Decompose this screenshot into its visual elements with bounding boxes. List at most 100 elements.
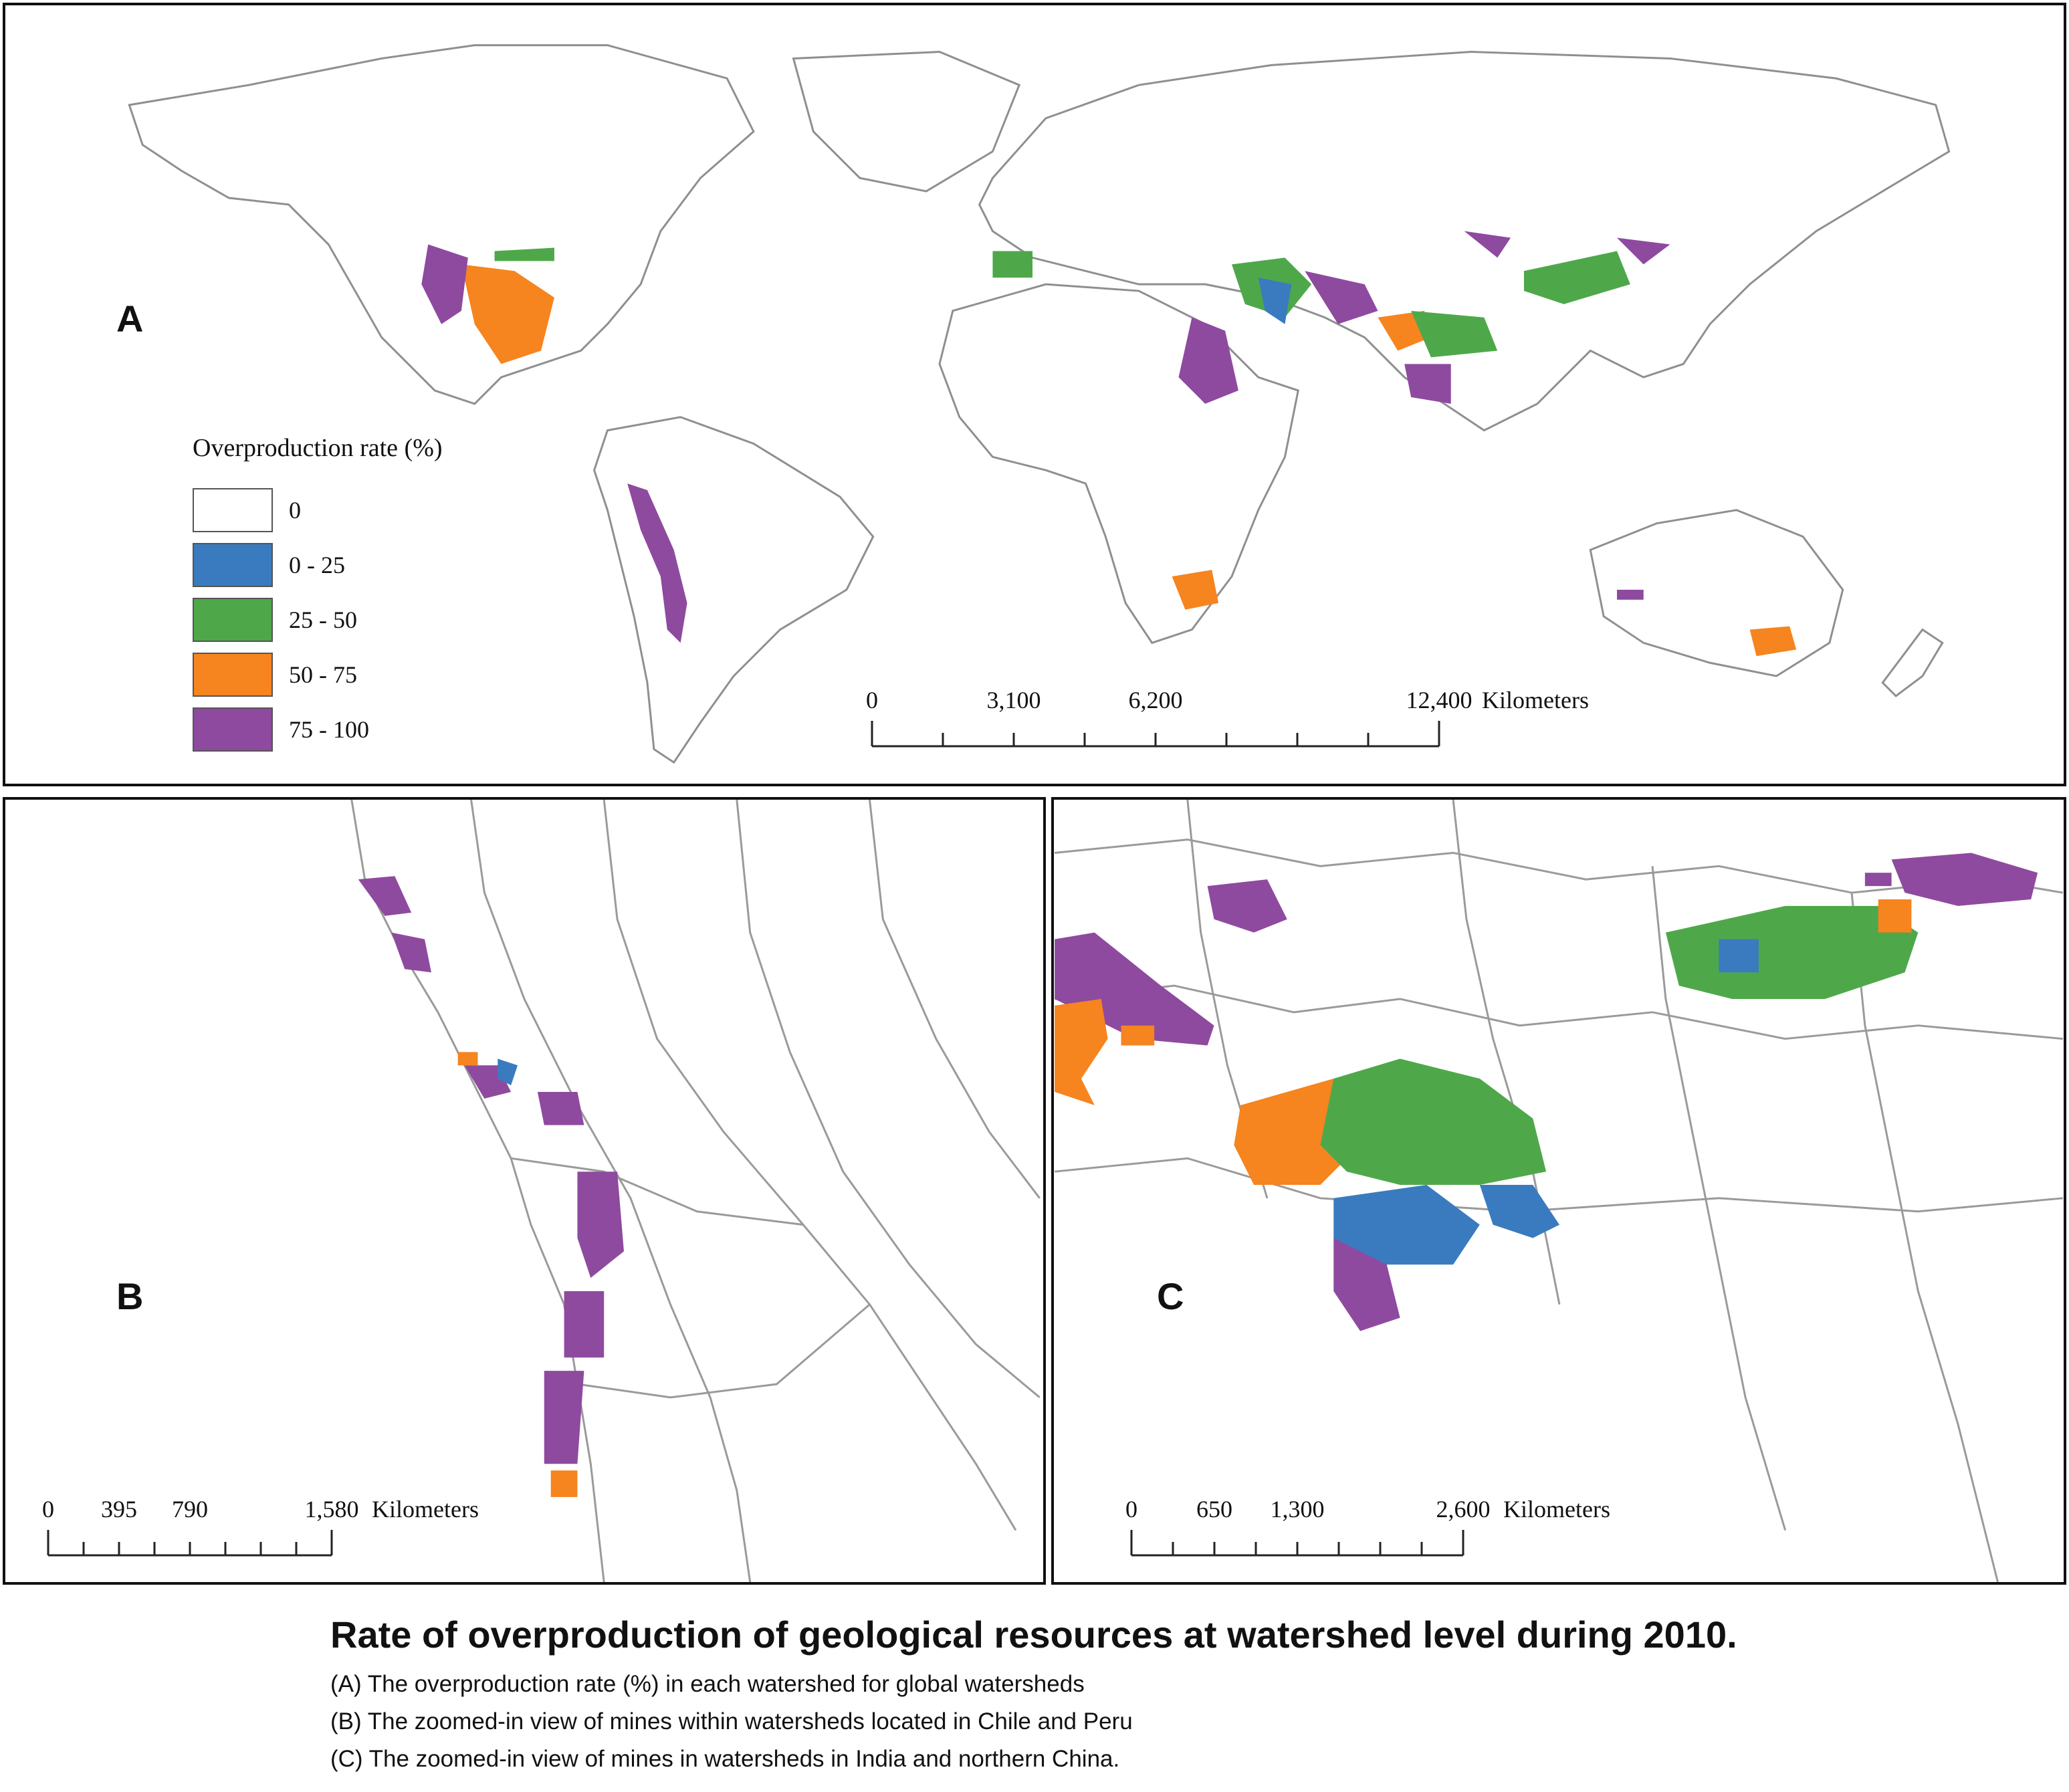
peru-south-orange-region [457, 1052, 478, 1066]
australia-purple-region [1617, 589, 1644, 600]
northern-chile-region [577, 1171, 624, 1278]
panel-a-global-map: A Overproduction rate (%) 0 0 - 25 25 - … [3, 3, 2066, 786]
usa-purple-region [421, 244, 468, 324]
panel-a-label: A [116, 298, 144, 340]
global-watershed-map [128, 44, 1951, 764]
scale-a-label-0: 0 [866, 687, 878, 713]
europe-asia [978, 51, 1951, 432]
legend-item-4: 75 - 100 [193, 702, 443, 757]
mongolia-purple-region [1207, 879, 1287, 933]
bolivia-region [537, 1092, 584, 1125]
legend-swatch-4 [193, 707, 273, 752]
north-china-blue-region [1719, 939, 1759, 973]
caption-line-c: (C) The zoomed-in view of mines in water… [330, 1746, 1120, 1772]
legend-item-2: 25 - 50 [193, 592, 443, 647]
legend-item-1: 0 - 25 [193, 538, 443, 592]
kazakh-blue-region [1258, 277, 1292, 324]
watershed-boundaries [350, 800, 1041, 1582]
india-purple-region [1404, 364, 1451, 404]
china-green-region [1523, 251, 1630, 304]
peru-central-region [391, 932, 431, 973]
africa [938, 283, 1300, 645]
north-china-orange-region [1878, 899, 1912, 933]
scale-a-label-3: 12,400 [1406, 687, 1473, 713]
scale-c-label-2: 1,300 [1270, 1496, 1325, 1523]
europe-green-region [992, 251, 1033, 278]
scale-b-unit: Kilometers [372, 1496, 479, 1523]
middle-east-purple-region [1178, 317, 1238, 404]
legend-swatch-1 [193, 543, 273, 587]
scale-b-label-3: 1,580 [304, 1496, 359, 1523]
legend-item-0: 0 [193, 483, 443, 538]
peru-north-region [358, 876, 412, 916]
overproduction-regions [421, 231, 1797, 657]
scale-bar-b: 0 395 790 1,580 Kilometers [42, 1495, 479, 1569]
scale-c-ruler [1130, 1530, 1464, 1557]
chile-peru-watershed-map [350, 800, 1041, 1582]
scale-c-label-0: 0 [1125, 1496, 1137, 1523]
north-america [128, 44, 755, 405]
india-north-green-region [1320, 1058, 1547, 1186]
chile-peru-regions [358, 876, 624, 1497]
scale-c-label-3: 2,600 [1436, 1496, 1491, 1523]
andes-region [627, 483, 687, 643]
legend-label-0: 0 [289, 497, 301, 524]
india-south-purple-region [1333, 1238, 1400, 1331]
caption-title: Rate of overproduction of geological res… [330, 1613, 1737, 1656]
mongolia-purple-region [1464, 231, 1511, 258]
watershed-boundaries [1054, 800, 2064, 1582]
scale-b-ruler [47, 1530, 333, 1557]
panel-b-chile-peru-map: B 0 395 790 1,580 Kilometers [3, 797, 1046, 1585]
iran-region [1305, 271, 1378, 324]
caption-line-a: (A) The overproduction rate (%) in each … [330, 1671, 1085, 1697]
legend-swatch-3 [193, 653, 273, 697]
china-purple-region [1617, 237, 1670, 265]
figure-caption: Rate of overproduction of geological res… [330, 1613, 1737, 1778]
greenland [792, 51, 1021, 193]
panel-c-label: C [1157, 1275, 1184, 1317]
scale-a-label-1: 3,100 [986, 687, 1041, 713]
peru-south-blue-region [498, 1058, 518, 1086]
legend-title: Overproduction rate (%) [193, 434, 443, 462]
chile-coast-region [544, 1371, 584, 1464]
panel-c-india-china-map: C 0 650 1,300 2,600 Kilometers [1051, 797, 2066, 1585]
scale-a-ruler [871, 721, 1440, 748]
panel-b-label: B [116, 1275, 144, 1317]
australia-orange-region [1749, 626, 1797, 657]
scale-c-label-1: 650 [1196, 1496, 1232, 1523]
scale-a-unit: Kilometers [1482, 687, 1589, 713]
new-zealand [1881, 628, 1944, 697]
iran-small-orange-region [1121, 1025, 1155, 1046]
south-america [592, 416, 875, 764]
scale-a-label-2: 6,200 [1128, 687, 1183, 713]
scale-b-label-0: 0 [42, 1496, 54, 1523]
scale-b-label-2: 790 [172, 1496, 208, 1523]
legend-label-3: 50 - 75 [289, 661, 357, 688]
scale-bar-c: 0 650 1,300 2,600 Kilometers [1125, 1495, 1610, 1569]
legend-swatch-0 [193, 488, 273, 532]
india-china-watershed-map [1054, 800, 2064, 1582]
caption-line-b: (B) The zoomed-in view of mines within w… [330, 1708, 1133, 1734]
north-china-purple-region [1891, 853, 2038, 906]
scale-c-unit: Kilometers [1503, 1496, 1610, 1523]
india-green-region [1411, 310, 1498, 358]
central-asia-orange-region [1055, 998, 1108, 1105]
scale-b-label-1: 395 [101, 1496, 137, 1523]
mongolia-small-purple-region [1864, 873, 1892, 887]
legend-label-1: 0 - 25 [289, 552, 345, 578]
legend-swatch-2 [193, 598, 273, 642]
legend-item-3: 50 - 75 [193, 647, 443, 702]
legend-label-4: 75 - 100 [289, 716, 369, 743]
scale-bar-a: 0 3,100 6,200 12,400 Kilometers [866, 686, 1589, 760]
chile-orange-region [550, 1470, 578, 1497]
north-china-green-region [1665, 905, 1919, 999]
usa-west-region [461, 264, 554, 364]
legend-label-2: 25 - 50 [289, 606, 357, 633]
canada-green-region [494, 247, 554, 261]
india-central-blue-region [1333, 1185, 1480, 1265]
southern-africa-region [1172, 570, 1219, 610]
central-chile-region [564, 1291, 605, 1358]
india-china-regions [1055, 853, 2038, 1331]
india-east-blue-region [1479, 1185, 1559, 1238]
legend: Overproduction rate (%) 0 0 - 25 25 - 50… [193, 433, 443, 757]
